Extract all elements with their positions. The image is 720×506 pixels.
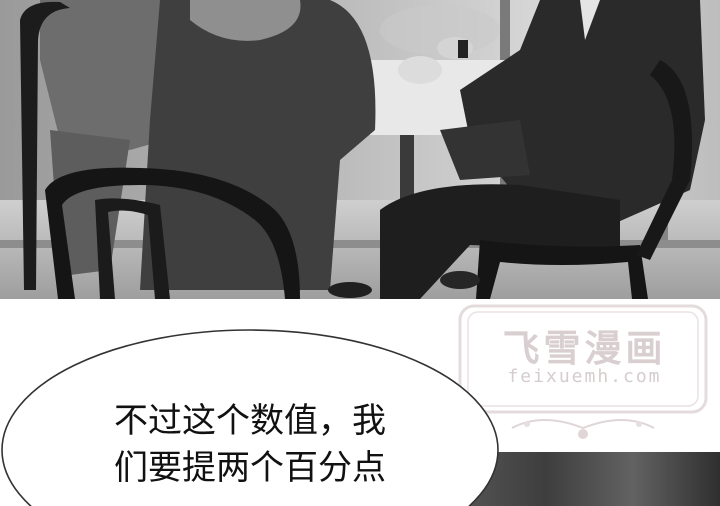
- person-left-jacket: [40, 0, 165, 150]
- woman-hair: [190, 0, 301, 41]
- sneaker: [328, 282, 372, 298]
- watermark-frame: [458, 304, 708, 439]
- dialogue-text: 不过这个数值，我 们要提两个百分点: [60, 398, 440, 492]
- man-trousers: [380, 184, 620, 299]
- chair-left: [20, 1, 70, 291]
- chair-right: [476, 240, 648, 299]
- dialogue-line-1: 不过这个数值，我: [114, 401, 386, 441]
- cafe-meeting-panel: [0, 0, 720, 299]
- cafe-scene-illustration: [0, 0, 720, 299]
- watermark-url: feixuemh.com: [507, 366, 662, 387]
- woman-sweater: [140, 0, 376, 290]
- bentwood-chair-center: [45, 167, 300, 299]
- watermark-title: 飞雪漫画: [502, 327, 667, 370]
- dialogue-line-2: 们要提两个百分点: [114, 448, 386, 488]
- man-shirt-collar: [580, 0, 600, 40]
- speech-bubble-shape: [1, 329, 499, 506]
- watermark: 飞雪漫画 feixuemh.com: [452, 300, 714, 450]
- speech-bubble: [0, 300, 520, 506]
- wristwatch: [458, 40, 468, 58]
- man-hand: [398, 56, 442, 84]
